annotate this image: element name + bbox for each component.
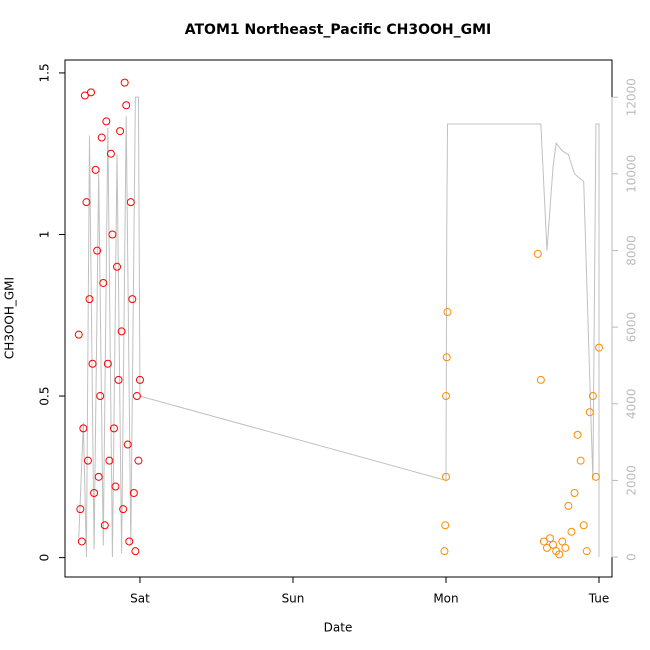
data-point xyxy=(132,392,141,401)
data-point xyxy=(105,456,114,465)
data-point xyxy=(100,521,109,530)
data-point xyxy=(128,295,137,304)
data-point xyxy=(102,117,111,126)
data-point xyxy=(570,488,579,497)
data-point xyxy=(85,295,94,304)
y2-tick-label: 12000 xyxy=(625,78,639,116)
data-point xyxy=(117,327,126,336)
data-point xyxy=(74,330,83,339)
data-point xyxy=(94,472,103,481)
data-point xyxy=(135,375,144,384)
data-point xyxy=(549,540,558,549)
y2-tick-label: 0 xyxy=(625,553,639,561)
data-point xyxy=(441,392,450,401)
data-point xyxy=(594,343,603,352)
data-point xyxy=(579,521,588,530)
data-point xyxy=(119,505,128,514)
data-point xyxy=(561,543,570,552)
data-point xyxy=(558,537,567,546)
data-point xyxy=(567,527,576,536)
chart-title: ATOM1 Northeast_Pacific CH3OOH_GMI xyxy=(185,22,491,38)
data-point xyxy=(80,91,89,100)
data-point xyxy=(79,424,88,433)
x-tick-label: Mon xyxy=(433,592,458,606)
y-tick-label: 0.5 xyxy=(38,387,52,406)
x-tick-label: Sun xyxy=(282,592,305,606)
data-point xyxy=(108,230,117,239)
y-tick-label: 0 xyxy=(38,554,52,562)
data-point xyxy=(536,375,545,384)
data-point xyxy=(109,424,118,433)
data-point xyxy=(96,392,105,401)
data-point xyxy=(93,246,102,255)
data-point xyxy=(533,249,542,258)
y2-tick-label: 6000 xyxy=(625,312,639,343)
y2-tick-label: 8000 xyxy=(625,235,639,266)
data-point xyxy=(113,262,122,271)
x-tick-label: Tue xyxy=(588,592,610,606)
data-point xyxy=(441,521,450,530)
data-point xyxy=(582,547,591,556)
data-point xyxy=(120,78,129,87)
data-point xyxy=(564,501,573,510)
data-point xyxy=(87,88,96,97)
altitude-line xyxy=(78,96,600,558)
data-point xyxy=(82,198,91,207)
data-point xyxy=(573,430,582,439)
y-tick-label: 1.5 xyxy=(38,63,52,82)
x-tick-label: Sat xyxy=(130,592,150,606)
data-point xyxy=(114,375,123,384)
data-point xyxy=(131,547,140,556)
data-point xyxy=(129,488,138,497)
data-point xyxy=(443,308,452,317)
data-point xyxy=(126,198,135,207)
data-point xyxy=(111,482,120,491)
data-point xyxy=(134,456,143,465)
data-point xyxy=(555,550,564,559)
y2-tick-label: 4000 xyxy=(625,388,639,419)
data-point xyxy=(77,537,86,546)
y2-tick-label: 2000 xyxy=(625,465,639,496)
data-point xyxy=(91,165,100,174)
data-point xyxy=(106,149,115,158)
data-point xyxy=(99,278,108,287)
data-point xyxy=(585,408,594,417)
y2-tick-label: 10000 xyxy=(625,155,639,193)
data-point xyxy=(440,547,449,556)
data-point xyxy=(123,440,132,449)
x-axis-label: Date xyxy=(324,621,353,635)
data-point xyxy=(116,127,125,136)
data-point xyxy=(125,537,134,546)
data-point xyxy=(90,488,99,497)
data-point xyxy=(83,456,92,465)
data-point xyxy=(588,392,597,401)
data-point xyxy=(103,359,112,368)
data-point xyxy=(122,101,131,110)
data-point xyxy=(539,537,548,546)
data-point xyxy=(576,456,585,465)
data-point xyxy=(591,472,600,481)
data-point xyxy=(88,359,97,368)
y-axis-label: CH3OOH_GMI xyxy=(3,277,17,359)
data-point xyxy=(546,534,555,543)
data-point xyxy=(97,133,106,142)
data-point xyxy=(442,353,451,362)
data-point xyxy=(441,472,450,481)
y-tick-label: 1 xyxy=(38,231,52,239)
data-point xyxy=(542,543,551,552)
data-point xyxy=(76,505,85,514)
